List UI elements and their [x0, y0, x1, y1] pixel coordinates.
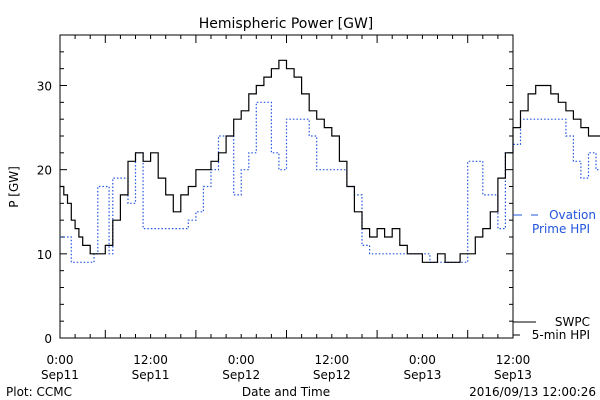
series-line-swpc	[60, 59, 600, 263]
x-tick-label-date: Sep12	[313, 368, 351, 382]
x-tick-label-date: Sep13	[494, 368, 532, 382]
x-tick-label-date: Sep11	[132, 368, 170, 382]
x-tick-label-date: Sep11	[41, 368, 79, 382]
y-tick-label: 20	[37, 164, 52, 178]
x-tick-label-time: 12:00	[133, 353, 168, 367]
y-tick-label: 30	[37, 80, 52, 94]
series-line-ovation-prime	[60, 101, 600, 263]
y-tick-label: 10	[37, 248, 52, 262]
x-tick-label-date: Sep12	[222, 368, 260, 382]
x-tick-label-time: 12:00	[315, 353, 350, 367]
legend-ovation-line1: Ovation	[549, 208, 596, 222]
chart-title: Hemispheric Power [GW]	[199, 16, 374, 32]
x-tick-label-time: 0:00	[47, 353, 74, 367]
x-axis-label: Date and Time	[242, 385, 330, 399]
y-tick-label: 0	[44, 332, 52, 346]
y-axis-label: P [GW]	[7, 166, 21, 208]
series-layer	[60, 59, 600, 263]
legend: Ovation Prime HPI SWPC 5-min HPI	[513, 208, 596, 342]
x-tick-label-time: 12:00	[496, 353, 531, 367]
legend-swpc-line2: 5-min HPI	[532, 328, 590, 342]
footer-timestamp: 2016/09/13 12:00:26	[469, 385, 596, 399]
footer-plot-source: Plot: CCMC	[6, 385, 72, 399]
legend-ovation-line2: Prime HPI	[532, 222, 590, 236]
x-tick-label-date: Sep13	[403, 368, 441, 382]
x-tick-label-time: 0:00	[228, 353, 255, 367]
y-axis-ticks: 0 10 20 30	[37, 51, 513, 346]
legend-swpc-line1: SWPC	[555, 315, 590, 329]
x-tick-label-time: 0:00	[409, 353, 436, 367]
x-axis-ticks: 0:00Sep1112:00Sep110:00Sep1212:00Sep120:…	[41, 35, 532, 382]
